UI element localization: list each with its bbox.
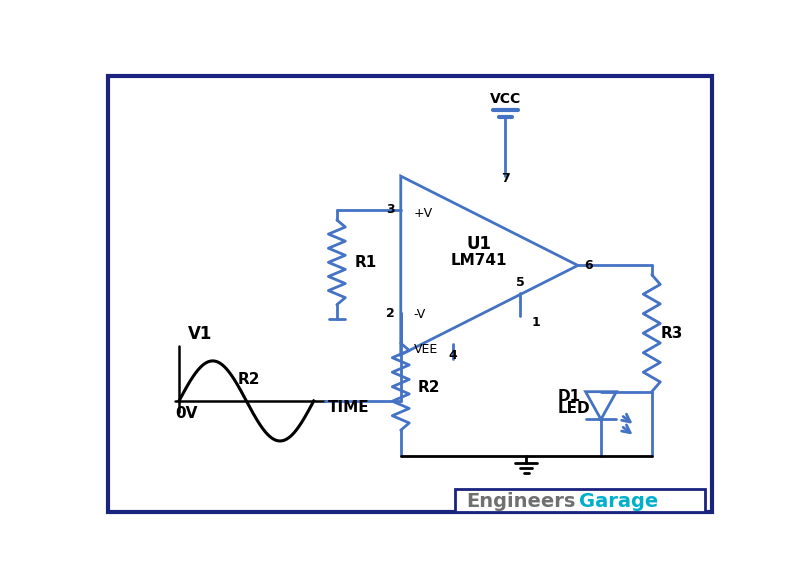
Text: 7: 7 bbox=[501, 172, 510, 185]
Text: LED: LED bbox=[558, 401, 590, 416]
Text: 4: 4 bbox=[449, 349, 458, 361]
Text: VCC: VCC bbox=[490, 92, 521, 106]
Text: V1: V1 bbox=[188, 325, 213, 343]
Text: R3: R3 bbox=[661, 326, 683, 340]
Text: 3: 3 bbox=[386, 204, 394, 217]
Text: D1: D1 bbox=[558, 389, 581, 404]
Text: LM741: LM741 bbox=[451, 253, 507, 268]
Text: 0V: 0V bbox=[175, 406, 198, 421]
Bar bbox=[454, 489, 705, 512]
Text: -V: -V bbox=[414, 308, 426, 321]
Text: R2: R2 bbox=[418, 379, 440, 395]
Text: Engineers: Engineers bbox=[466, 492, 575, 510]
Text: TIME: TIME bbox=[328, 400, 370, 415]
Text: U1: U1 bbox=[467, 235, 492, 253]
Text: Garage: Garage bbox=[579, 492, 658, 510]
Text: 1: 1 bbox=[531, 316, 540, 329]
Text: 2: 2 bbox=[386, 307, 394, 320]
Text: R2: R2 bbox=[238, 372, 260, 387]
Text: R1: R1 bbox=[354, 255, 377, 270]
Text: +V: +V bbox=[414, 207, 433, 219]
Text: 5: 5 bbox=[516, 276, 525, 289]
Text: 6: 6 bbox=[584, 259, 593, 272]
Text: VEE: VEE bbox=[414, 343, 438, 356]
